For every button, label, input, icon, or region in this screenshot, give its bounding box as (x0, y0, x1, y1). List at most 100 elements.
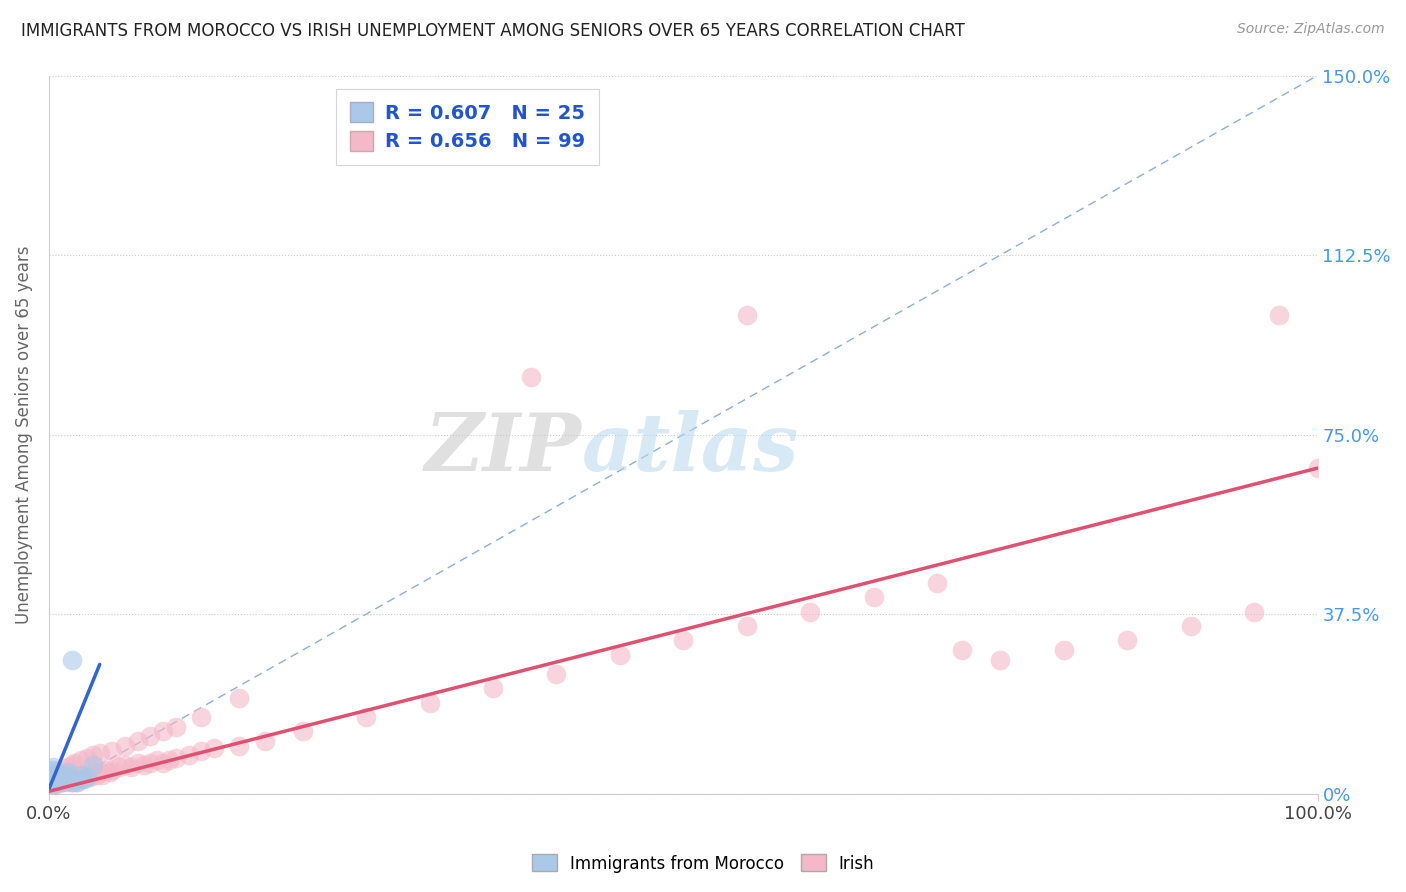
Point (202, 741, 225, 756)
Point (228, 690, 250, 705)
Point (177, 748, 200, 763)
Point (56, 772, 79, 787)
Point (45, 772, 67, 787)
Y-axis label: Unemployment Among Seniors over 65 years: Unemployment Among Seniors over 65 years (15, 245, 32, 624)
Point (228, 739, 250, 753)
Point (69, 767, 91, 781)
Legend: R = 0.607   N = 25, R = 0.656   N = 99: R = 0.607 N = 25, R = 0.656 N = 99 (336, 89, 599, 165)
Point (63, 770, 86, 784)
Point (546, 667, 568, 681)
Point (63, 756, 86, 770)
Point (48, 772, 70, 787)
Legend: Immigrants from Morocco, Irish: Immigrants from Morocco, Irish (524, 847, 882, 880)
Point (42, 770, 65, 784)
Point (39, 780, 62, 794)
Point (48, 765, 70, 780)
Point (60, 758, 83, 772)
Point (41, 777, 63, 791)
Point (53, 770, 76, 784)
Point (1243, 605, 1265, 619)
Point (49, 763, 72, 777)
Point (42, 767, 65, 781)
Point (55, 774, 77, 789)
Point (45, 777, 67, 791)
Point (51, 772, 73, 787)
Point (91, 767, 114, 781)
Point (67, 772, 90, 787)
Point (44, 774, 66, 789)
Point (49, 774, 72, 789)
Point (41, 763, 63, 777)
Point (79, 770, 101, 784)
Point (1268, 308, 1291, 322)
Point (114, 758, 136, 772)
Point (66, 774, 89, 789)
Text: ZIP: ZIP (425, 410, 582, 488)
Point (1306, 461, 1329, 475)
Point (44, 767, 66, 781)
Point (735, 619, 758, 633)
Point (53, 772, 76, 787)
Point (672, 633, 695, 648)
Point (41, 772, 63, 787)
Point (139, 756, 162, 770)
Point (51, 767, 73, 781)
Point (45, 770, 67, 784)
Point (60, 772, 83, 787)
Point (76, 767, 98, 781)
Point (38, 777, 60, 791)
Point (862, 591, 884, 605)
Point (354, 710, 377, 724)
Text: atlas: atlas (582, 410, 799, 488)
Point (799, 605, 821, 619)
Point (132, 758, 155, 772)
Point (114, 739, 136, 753)
Point (146, 753, 169, 767)
Point (120, 760, 142, 774)
Point (190, 710, 212, 724)
Point (66, 774, 89, 789)
Point (46, 774, 69, 789)
Point (44, 774, 66, 789)
Point (76, 770, 98, 784)
Point (38, 781, 60, 796)
Point (59, 774, 82, 789)
Point (609, 648, 631, 662)
Point (69, 753, 91, 767)
Point (46, 774, 69, 789)
Point (55, 770, 77, 784)
Point (152, 724, 174, 739)
Point (42, 774, 65, 789)
Point (253, 734, 276, 748)
Point (53, 765, 76, 780)
Point (925, 576, 948, 591)
Point (58, 770, 80, 784)
Point (82, 748, 104, 763)
Point (735, 308, 758, 322)
Point (60, 652, 83, 666)
Point (49, 767, 72, 781)
Point (56, 760, 79, 774)
Point (165, 720, 187, 734)
Point (72, 770, 94, 784)
Point (65, 772, 87, 787)
Text: Source: ZipAtlas.com: Source: ZipAtlas.com (1237, 22, 1385, 37)
Point (56, 765, 79, 780)
Point (42, 777, 65, 791)
Point (67, 770, 90, 784)
Point (63, 772, 86, 787)
Point (94, 763, 117, 777)
Point (44, 774, 66, 789)
Point (82, 767, 104, 781)
Point (419, 696, 441, 710)
Point (1180, 619, 1202, 633)
Point (73, 772, 96, 787)
Point (98, 765, 121, 780)
Point (190, 743, 212, 757)
Point (42, 772, 65, 787)
Point (127, 756, 149, 770)
Point (42, 770, 65, 784)
Point (482, 681, 505, 696)
Point (39, 772, 62, 787)
Point (62, 774, 84, 789)
